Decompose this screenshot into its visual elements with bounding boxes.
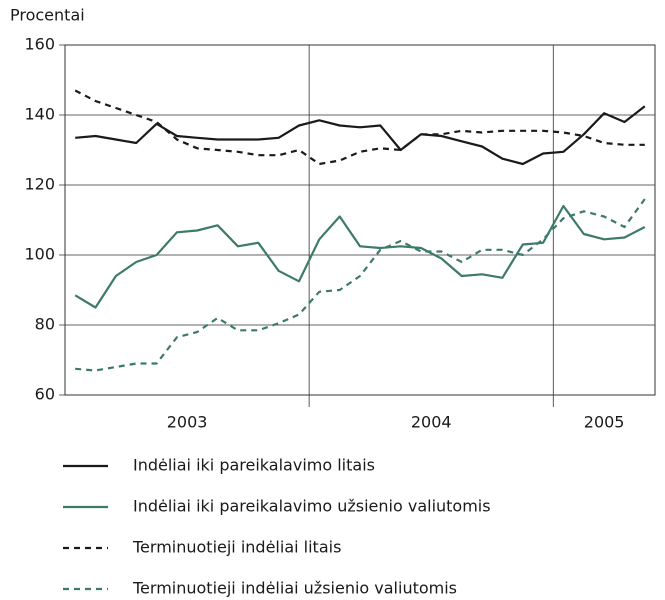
legend-label: Terminuotieji indėliai litais — [132, 538, 341, 557]
y-tick-label: 100 — [24, 245, 55, 264]
legend-label: Indėliai iki pareikalavimo litais — [133, 456, 375, 475]
legend-label: Indėliai iki pareikalavimo užsienio vali… — [133, 497, 491, 516]
y-tick-label: 120 — [24, 175, 55, 194]
legend-label: Terminuotieji indėliai užsienio valiutom… — [132, 579, 457, 598]
series-line — [75, 105, 646, 166]
x-tick-label: 2003 — [167, 413, 208, 432]
y-tick-label: 80 — [35, 315, 55, 334]
x-tick-label: 2004 — [411, 413, 452, 432]
y-tick-label: 140 — [24, 105, 55, 124]
series-line — [74, 204, 646, 309]
y-axis-label: Procentai — [10, 6, 85, 25]
y-tick-label: 160 — [24, 35, 55, 54]
x-tick-label: 2005 — [584, 413, 625, 432]
plot-frame — [64, 44, 656, 396]
y-tick-label: 60 — [35, 385, 55, 404]
series-line — [75, 198, 646, 372]
